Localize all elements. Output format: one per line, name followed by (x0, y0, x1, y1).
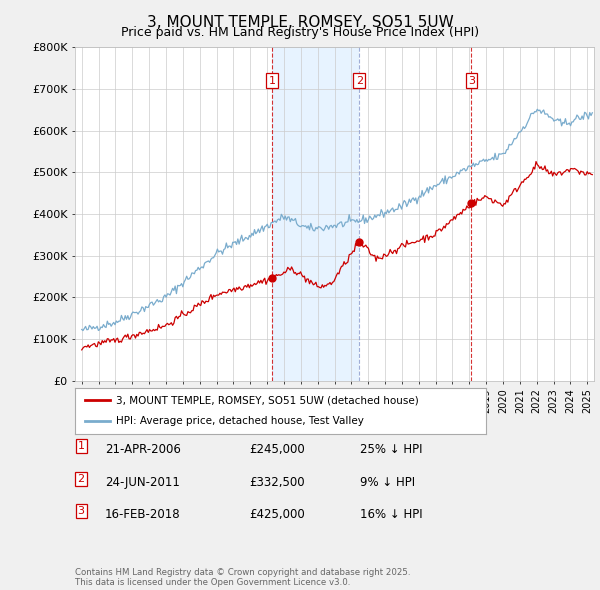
Text: 9% ↓ HPI: 9% ↓ HPI (360, 476, 415, 489)
Text: 21-APR-2006: 21-APR-2006 (105, 443, 181, 456)
Text: 3, MOUNT TEMPLE, ROMSEY, SO51 5UW: 3, MOUNT TEMPLE, ROMSEY, SO51 5UW (146, 15, 454, 30)
Text: £245,000: £245,000 (249, 443, 305, 456)
Text: £425,000: £425,000 (249, 508, 305, 521)
Text: 16% ↓ HPI: 16% ↓ HPI (360, 508, 422, 521)
Text: Contains HM Land Registry data © Crown copyright and database right 2025.
This d: Contains HM Land Registry data © Crown c… (75, 568, 410, 587)
Text: 1: 1 (269, 76, 275, 86)
Text: 3, MOUNT TEMPLE, ROMSEY, SO51 5UW (detached house): 3, MOUNT TEMPLE, ROMSEY, SO51 5UW (detac… (116, 395, 419, 405)
Text: HPI: Average price, detached house, Test Valley: HPI: Average price, detached house, Test… (116, 416, 364, 426)
Text: Price paid vs. HM Land Registry's House Price Index (HPI): Price paid vs. HM Land Registry's House … (121, 26, 479, 39)
Text: 1: 1 (77, 441, 85, 451)
Text: 2: 2 (356, 76, 363, 86)
Text: 3: 3 (468, 76, 475, 86)
Text: 3: 3 (77, 506, 85, 516)
Text: £332,500: £332,500 (249, 476, 305, 489)
Text: 24-JUN-2011: 24-JUN-2011 (105, 476, 180, 489)
Text: 25% ↓ HPI: 25% ↓ HPI (360, 443, 422, 456)
Bar (272, 47, 359, 381)
Text: 16-FEB-2018: 16-FEB-2018 (105, 508, 181, 521)
Text: 2: 2 (77, 474, 85, 484)
